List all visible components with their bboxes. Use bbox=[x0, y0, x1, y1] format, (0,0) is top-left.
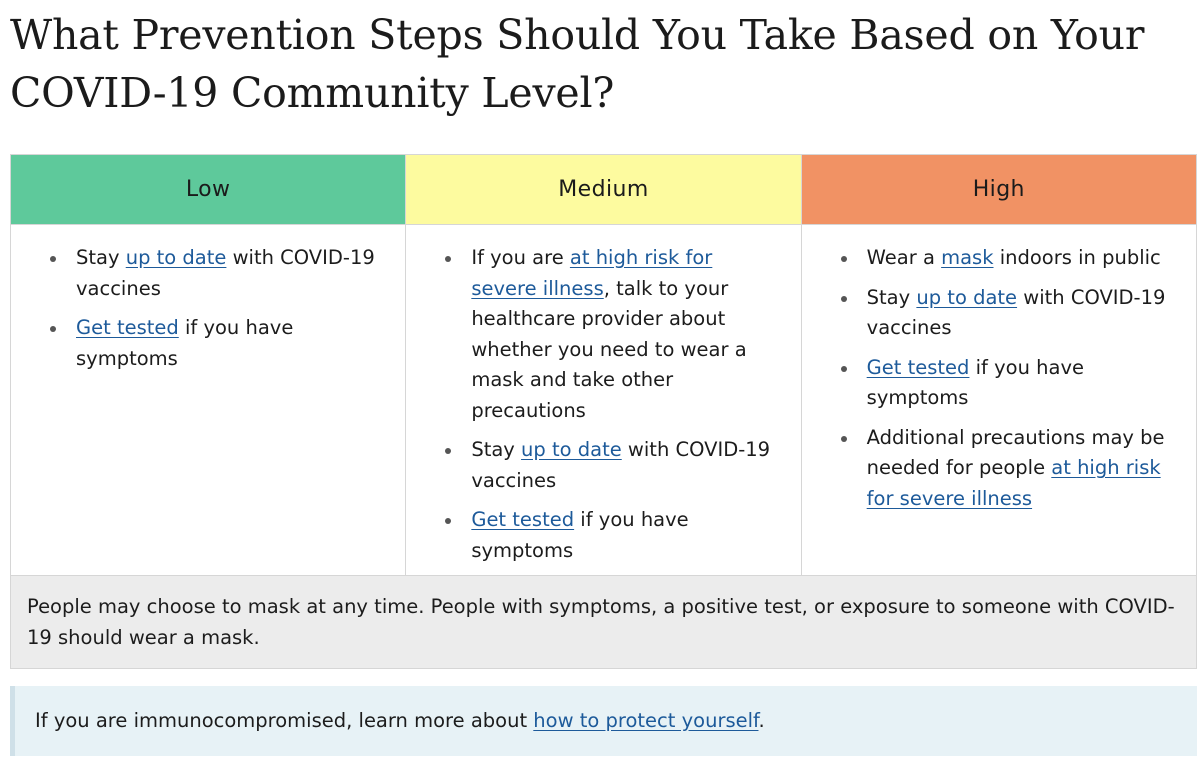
list-item: Stay up to date with COVID-19 vaccines bbox=[816, 283, 1178, 344]
item-text: Wear a bbox=[866, 246, 942, 269]
header-high: High bbox=[800, 154, 1198, 225]
header-low: Low bbox=[9, 154, 407, 225]
high-steps-cell: Wear a mask indoors in public Stay up to… bbox=[800, 224, 1198, 576]
mask-link[interactable]: mask bbox=[941, 246, 994, 269]
up-to-date-link[interactable]: up to date bbox=[125, 246, 227, 269]
list-item: If you are at high risk for severe illne… bbox=[420, 243, 782, 426]
high-steps-list: Wear a mask indoors in public Stay up to… bbox=[816, 243, 1178, 514]
list-item: Wear a mask indoors in public bbox=[816, 243, 1178, 274]
list-item: Get tested if you have symptoms bbox=[420, 505, 782, 566]
list-item: Stay up to date with COVID-19 vaccines bbox=[420, 435, 782, 496]
up-to-date-link[interactable]: up to date bbox=[521, 438, 622, 461]
get-tested-link[interactable]: Get tested bbox=[76, 316, 179, 339]
masking-note: People may choose to mask at any time. P… bbox=[10, 575, 1197, 669]
community-level-table: Low Medium High Stay up to date with COV… bbox=[9, 154, 1198, 669]
high-risk-link[interactable]: at high risk for severe illness bbox=[866, 456, 1161, 510]
page-title: What Prevention Steps Should You Take Ba… bbox=[10, 11, 1145, 117]
medium-steps-cell: If you are at high risk for severe illne… bbox=[405, 224, 802, 576]
item-text: with COVID-19 vaccines bbox=[471, 438, 771, 492]
item-text: , talk to your healthcare provider about… bbox=[471, 276, 747, 422]
get-tested-link[interactable]: Get tested bbox=[471, 508, 575, 531]
up-to-date-link[interactable]: up to date bbox=[916, 285, 1018, 309]
item-text: if you have symptoms bbox=[866, 355, 1084, 410]
high-risk-link[interactable]: at high risk for severe illness bbox=[471, 246, 713, 300]
item-text: Additional precautions may be needed for… bbox=[866, 425, 1165, 480]
item-text: with COVID-19 vaccines bbox=[866, 285, 1166, 340]
immunocompromised-callout: If you are immunocompromised, learn more… bbox=[10, 686, 1197, 756]
low-steps-list: Stay up to date with COVID-19 vaccines G… bbox=[25, 243, 387, 374]
item-text: Stay bbox=[76, 246, 126, 269]
table-body-row: Stay up to date with COVID-19 vaccines G… bbox=[9, 224, 1198, 576]
item-text: If you are bbox=[471, 246, 570, 269]
item-text: if you have symptoms bbox=[76, 316, 294, 370]
list-item: Get tested if you have symptoms bbox=[25, 313, 387, 374]
protect-yourself-link[interactable]: how to protect yourself bbox=[533, 709, 759, 732]
item-text: Stay bbox=[471, 438, 522, 461]
table-footer-row: People may choose to mask at any time. P… bbox=[10, 575, 1197, 669]
callout-text: If you are immunocompromised, learn more… bbox=[35, 709, 534, 732]
table-header-row: Low Medium High bbox=[9, 154, 1198, 225]
low-steps-cell: Stay up to date with COVID-19 vaccines G… bbox=[9, 224, 407, 576]
callout-text-end: . bbox=[758, 709, 765, 732]
item-text: indoors in public bbox=[993, 246, 1161, 269]
header-medium: Medium bbox=[405, 154, 802, 225]
medium-steps-list: If you are at high risk for severe illne… bbox=[420, 243, 782, 566]
list-item: Stay up to date with COVID-19 vaccines bbox=[25, 243, 387, 304]
get-tested-link[interactable]: Get tested bbox=[866, 355, 970, 379]
list-item: Additional precautions may be needed for… bbox=[816, 423, 1178, 515]
list-item: Get tested if you have symptoms bbox=[816, 353, 1178, 414]
item-text: with COVID-19 vaccines bbox=[76, 246, 375, 300]
item-text: if you have symptoms bbox=[471, 508, 689, 562]
item-text: Stay bbox=[866, 285, 917, 309]
